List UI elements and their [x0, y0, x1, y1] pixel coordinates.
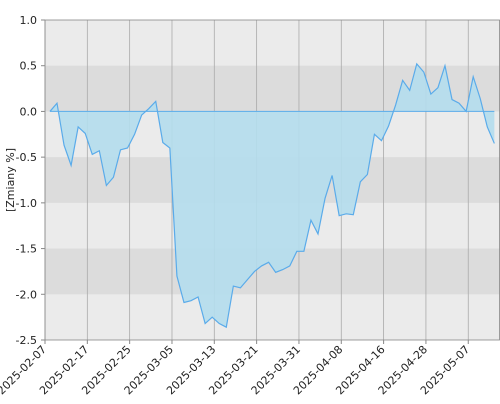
y-tick-label: -1.5: [16, 243, 37, 256]
y-tick-label: -0.5: [16, 151, 37, 164]
y-tick-label: 0.0: [20, 105, 38, 118]
y-tick-label: -2.0: [16, 288, 37, 301]
y-tick-label: 1.0: [20, 14, 38, 27]
y-axis-label: [Zmiany %]: [4, 148, 17, 212]
y-tick-label: 0.5: [20, 60, 38, 73]
line: [49, 62, 495, 329]
y-tick-label: -2.5: [16, 334, 37, 347]
y-tick-label: -1.0: [16, 197, 37, 210]
